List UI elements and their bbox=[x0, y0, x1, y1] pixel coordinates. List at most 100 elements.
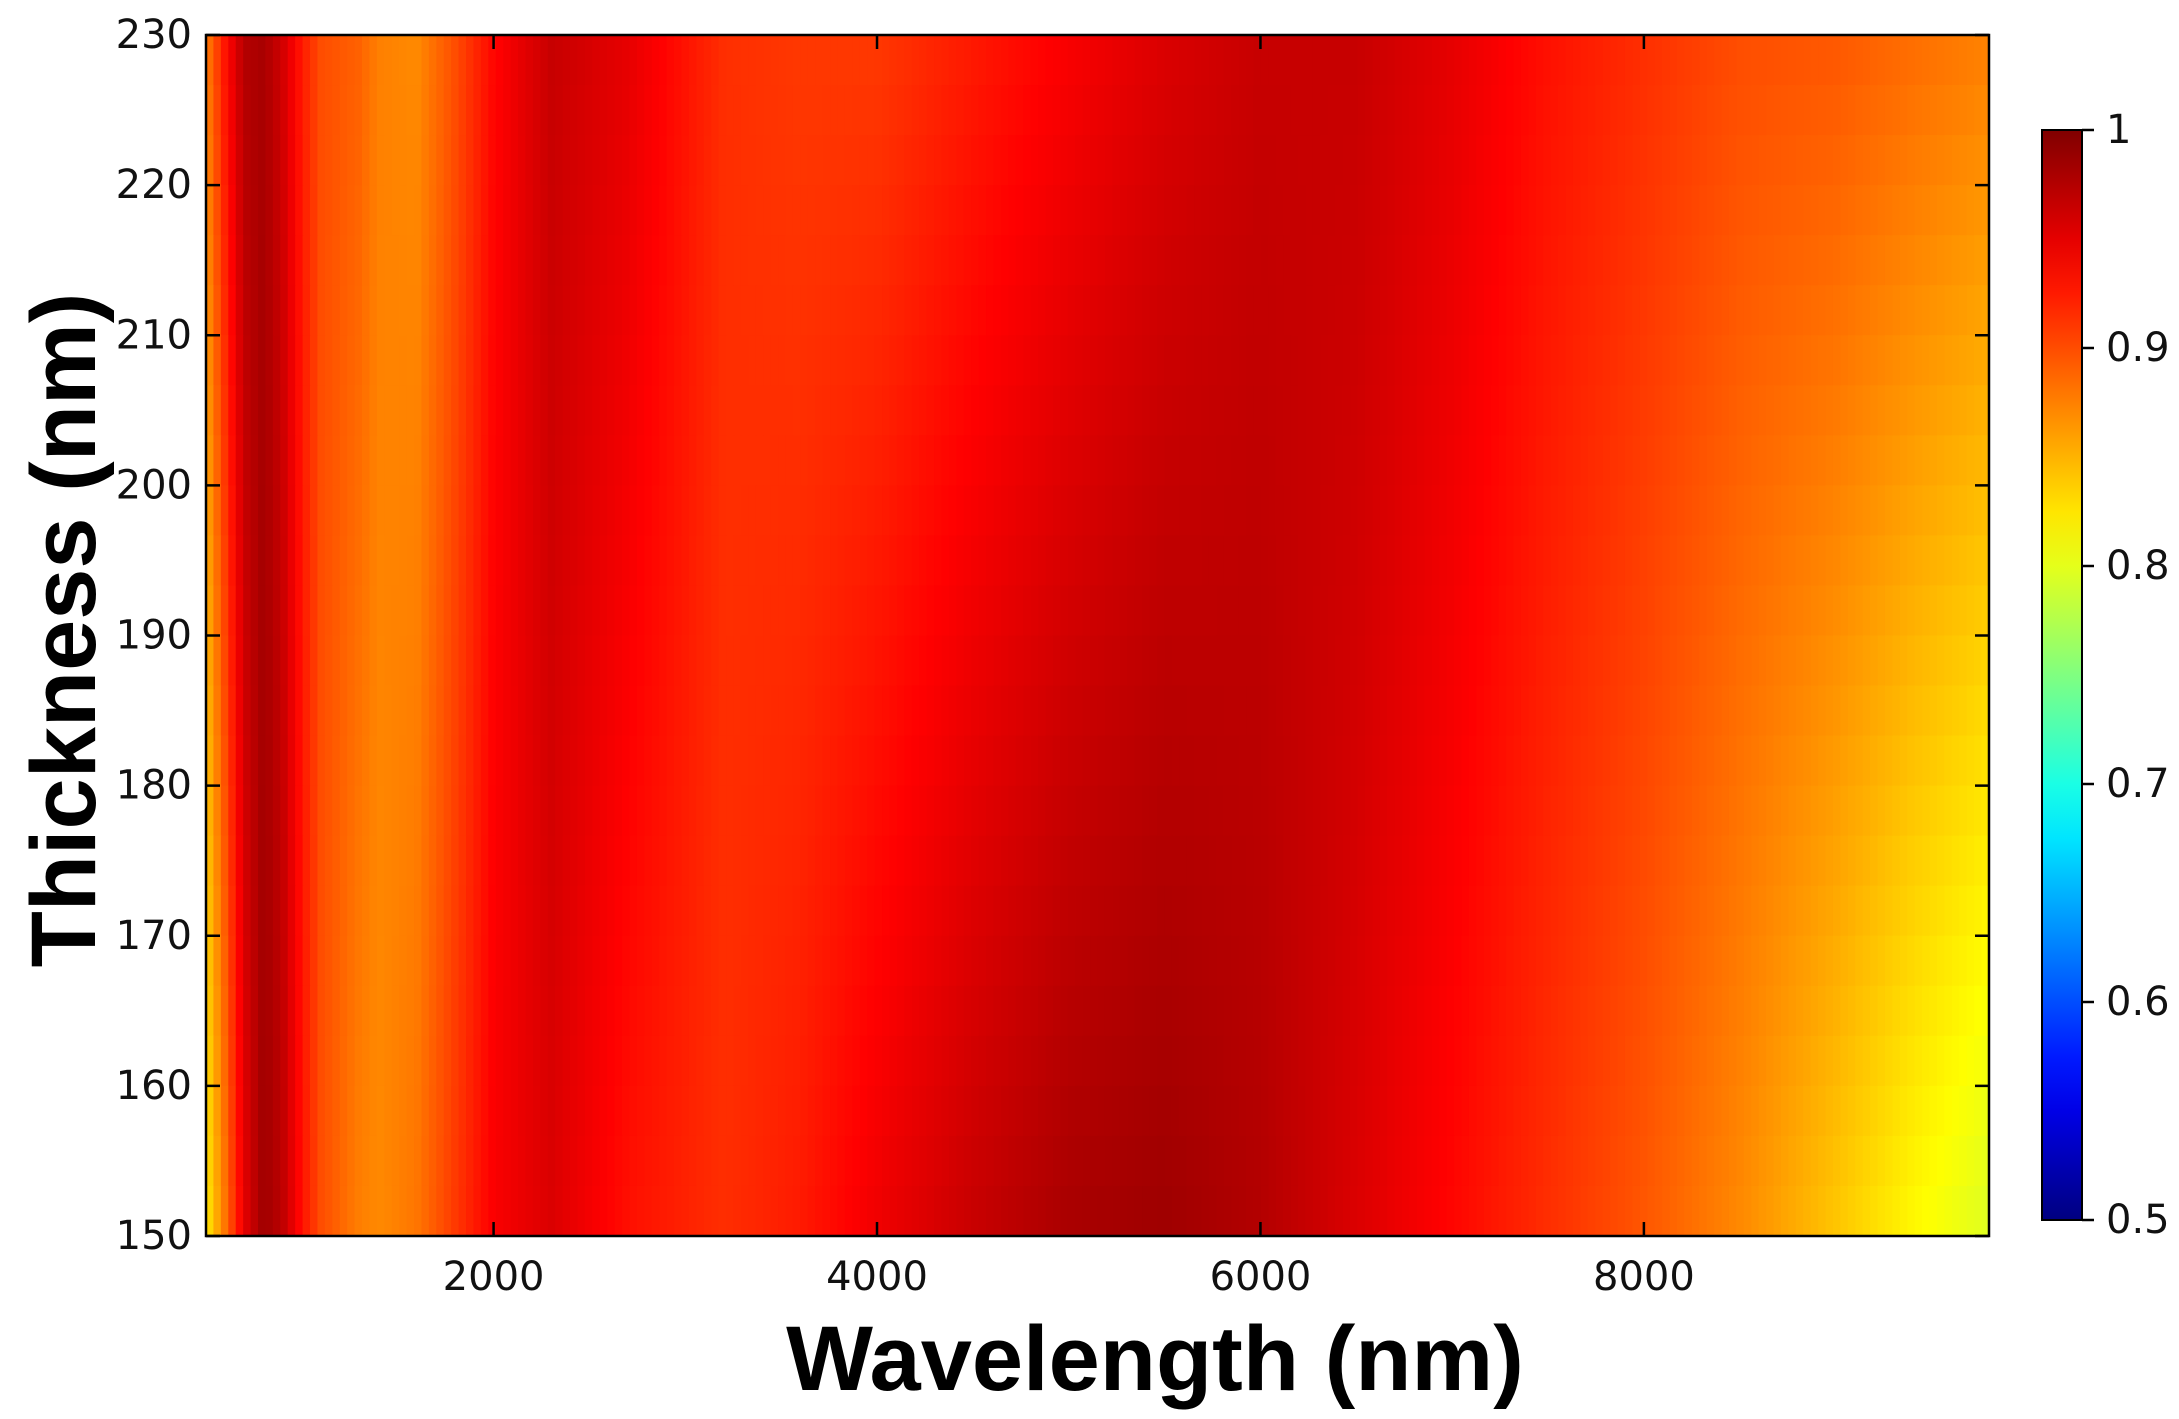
heatmap-cell bbox=[1721, 35, 1730, 86]
heatmap-cell bbox=[1409, 585, 1418, 637]
heatmap-cell bbox=[1171, 285, 1181, 337]
heatmap-cell bbox=[547, 35, 556, 86]
heatmap-cell bbox=[466, 85, 475, 136]
heatmap-cell bbox=[555, 935, 564, 987]
heatmap-cell bbox=[1320, 885, 1329, 937]
heatmap-cell bbox=[882, 585, 891, 637]
heatmap-cell bbox=[1832, 285, 1842, 337]
heatmap-cell bbox=[532, 385, 542, 437]
heatmap-cell bbox=[1208, 835, 1218, 887]
heatmap-cell bbox=[1127, 85, 1136, 136]
heatmap-cell bbox=[1506, 285, 1515, 337]
heatmap-cell bbox=[1268, 935, 1277, 987]
heatmap-cell bbox=[926, 935, 935, 987]
heatmap-cell bbox=[1929, 135, 1938, 186]
heatmap-cell bbox=[778, 35, 787, 86]
heatmap-cell bbox=[1194, 85, 1203, 136]
heatmap-cell bbox=[1773, 235, 1782, 287]
heatmap-cell bbox=[1275, 535, 1285, 587]
heatmap-cell bbox=[815, 185, 824, 236]
heatmap-cell bbox=[443, 285, 452, 337]
heatmap-cell bbox=[1127, 935, 1136, 987]
heatmap-cell bbox=[986, 585, 995, 637]
heatmap-cell bbox=[852, 85, 861, 136]
heatmap-cell bbox=[562, 785, 571, 837]
heatmap-cell bbox=[1751, 835, 1760, 887]
heatmap-cell bbox=[1580, 385, 1589, 437]
heatmap-cell bbox=[1721, 735, 1730, 787]
heatmap-cell bbox=[1312, 335, 1322, 387]
heatmap-cell bbox=[963, 185, 972, 236]
heatmap-cell bbox=[1216, 835, 1225, 887]
heatmap-cell bbox=[644, 585, 653, 637]
heatmap-cell bbox=[1610, 185, 1619, 236]
heatmap-cell bbox=[896, 535, 906, 587]
heatmap-cell bbox=[570, 35, 579, 86]
heatmap-cell bbox=[1416, 735, 1426, 787]
heatmap-cell bbox=[1038, 635, 1047, 687]
heatmap-cell bbox=[1119, 935, 1129, 987]
heatmap-cell bbox=[1914, 335, 1923, 387]
heatmap-cell bbox=[1870, 685, 1879, 737]
heatmap-cell bbox=[941, 85, 950, 136]
heatmap-cell bbox=[369, 235, 378, 287]
heatmap-cell bbox=[755, 435, 764, 487]
heatmap-cell bbox=[1298, 735, 1307, 787]
heatmap-cell bbox=[636, 885, 646, 937]
heatmap-cell bbox=[369, 85, 378, 136]
heatmap-cell bbox=[726, 735, 735, 787]
heatmap-cell bbox=[1439, 835, 1448, 887]
heatmap-cell bbox=[859, 835, 868, 887]
heatmap-cell bbox=[339, 485, 348, 537]
heatmap-cell bbox=[1847, 435, 1857, 487]
heatmap-cell bbox=[1832, 385, 1842, 437]
heatmap-cell bbox=[473, 835, 482, 887]
heatmap-cell bbox=[1818, 135, 1827, 186]
heatmap-cell bbox=[1060, 685, 1069, 737]
heatmap-cell bbox=[317, 735, 326, 787]
heatmap-cell bbox=[867, 85, 876, 136]
heatmap-cell bbox=[1691, 85, 1701, 136]
heatmap-cell bbox=[1372, 1035, 1381, 1087]
heatmap-cell bbox=[963, 35, 972, 86]
heatmap-cell bbox=[622, 285, 631, 337]
heatmap-cell bbox=[1268, 885, 1277, 937]
heatmap-cell bbox=[1773, 935, 1782, 987]
heatmap-cell bbox=[1446, 85, 1455, 136]
heatmap-cell bbox=[1067, 585, 1077, 637]
heatmap-cell bbox=[889, 735, 898, 787]
heatmap-cell bbox=[1149, 235, 1158, 287]
heatmap-cell bbox=[896, 385, 906, 437]
heatmap-cell bbox=[473, 485, 482, 537]
heatmap-cell bbox=[592, 185, 601, 236]
heatmap-cell bbox=[473, 385, 482, 437]
heatmap-cell bbox=[889, 335, 898, 387]
heatmap-cell bbox=[1342, 735, 1351, 787]
heatmap-cell bbox=[1498, 835, 1507, 887]
heatmap-cell bbox=[1208, 35, 1218, 86]
heatmap-cell bbox=[1320, 935, 1329, 987]
heatmap-cell bbox=[644, 135, 653, 186]
heatmap-cell bbox=[391, 835, 400, 887]
heatmap-cell bbox=[681, 785, 690, 837]
heatmap-cell bbox=[1699, 135, 1708, 186]
heatmap-cell bbox=[1907, 535, 1916, 587]
heatmap-cell bbox=[354, 235, 363, 287]
heatmap-cell bbox=[354, 985, 363, 1037]
heatmap-cell bbox=[1714, 735, 1723, 787]
heatmap-cell bbox=[428, 435, 438, 487]
heatmap-cell bbox=[1743, 535, 1753, 587]
heatmap-cell bbox=[1149, 285, 1158, 337]
heatmap-cell bbox=[1379, 485, 1389, 537]
heatmap-cell bbox=[1498, 1035, 1507, 1087]
heatmap-cell bbox=[1565, 385, 1574, 437]
heatmap-cell bbox=[1520, 235, 1530, 287]
heatmap-cell bbox=[310, 185, 319, 236]
heatmap-cell bbox=[1899, 185, 1909, 236]
heatmap-cell bbox=[302, 585, 311, 637]
heatmap-cell bbox=[295, 535, 304, 587]
heatmap-cell bbox=[1974, 535, 1983, 587]
heatmap-cell bbox=[1498, 485, 1507, 537]
heatmap-cell bbox=[1468, 385, 1478, 437]
heatmap-cell bbox=[1565, 335, 1574, 387]
